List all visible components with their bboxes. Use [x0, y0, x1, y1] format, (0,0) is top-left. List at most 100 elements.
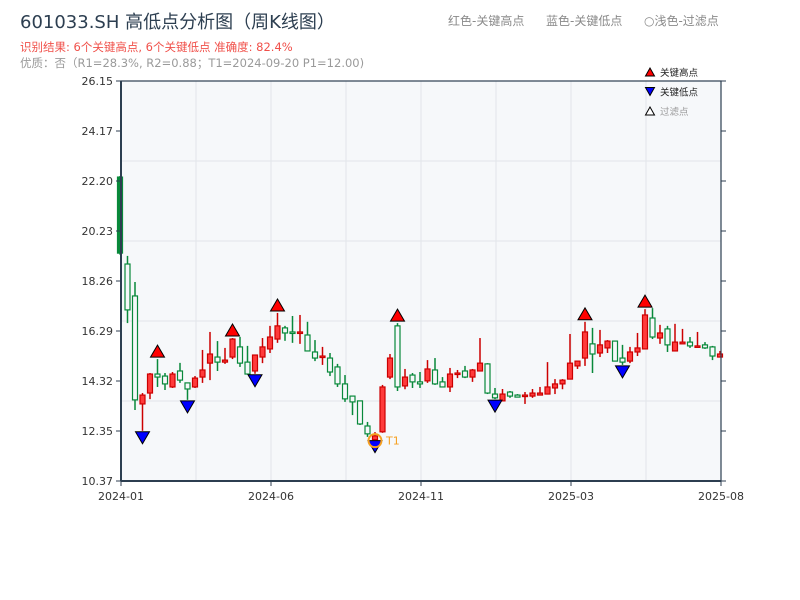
- candle-body-up: [379, 386, 386, 433]
- candle-body-up: [596, 344, 604, 354]
- key-high-marker: [637, 294, 653, 308]
- candle-body-down: [416, 381, 424, 385]
- candle-body-down: [289, 331, 296, 335]
- quality-summary: 优质：否（R1=28.3%, R2=0.88；T1=2024-09-20 P1=…: [20, 56, 365, 70]
- candle-body-up: [206, 353, 214, 364]
- candle-body-up: [641, 314, 649, 350]
- legend-marker-0: [644, 66, 656, 77]
- candle-body-up: [274, 325, 281, 340]
- legend-marker-2: [644, 105, 656, 116]
- candle-body-down: [161, 375, 169, 385]
- candle-body-down: [244, 361, 251, 375]
- grid: [121, 81, 721, 481]
- candle-body-down: [326, 357, 334, 373]
- candle-body-up: [259, 346, 266, 358]
- candle-body-down: [619, 357, 626, 363]
- candle-body-up: [296, 331, 304, 335]
- legend-label: 过滤点: [660, 106, 689, 118]
- candle-body-down: [334, 366, 341, 385]
- x-tick-label: 2024-11: [398, 490, 444, 503]
- ticks: 26.15 24.17 22.20 20.23 18.26 16.29 14.32 12.35…: [82, 75, 744, 503]
- candle-body-up: [139, 394, 146, 405]
- candle-body-down: [514, 394, 521, 398]
- candle-body-up: [566, 362, 574, 380]
- candle-body-up: [656, 332, 664, 339]
- candle-body-up: [266, 336, 274, 350]
- candle-body-down: [281, 327, 289, 334]
- candle-body-down: [409, 374, 416, 383]
- candle-body-up: [581, 331, 589, 359]
- candle-body-down: [349, 395, 356, 403]
- candle-body-up: [401, 376, 409, 387]
- candle-body-down: [304, 334, 311, 352]
- markers: T1: [134, 294, 653, 454]
- legend-light-note: ○浅色-过滤点: [644, 14, 719, 28]
- y-tick-label: 18.26: [82, 275, 114, 288]
- candle-body-up: [499, 393, 506, 402]
- candle-body-down: [364, 425, 371, 435]
- candle-body-up: [716, 353, 724, 358]
- candle-body-up: [476, 362, 484, 372]
- y-tick-label: 24.17: [82, 125, 114, 138]
- candle-body-down: [154, 373, 161, 378]
- key-low-marker: [487, 399, 503, 414]
- legend-label: 关键低点: [660, 87, 699, 99]
- candle-body-up: [559, 379, 566, 385]
- candle-body-down: [131, 295, 139, 401]
- candle-body-down: [439, 381, 446, 388]
- t1-label: T1: [385, 435, 400, 448]
- y-tick-label: 22.20: [82, 175, 114, 188]
- candle-body-up: [574, 360, 581, 367]
- key-low-marker: [179, 400, 196, 414]
- candle-body-down: [461, 370, 469, 378]
- candle-body-down: [356, 400, 364, 425]
- x-tick-label: 2025-03: [548, 490, 594, 503]
- candle-body-up: [529, 392, 536, 397]
- result-summary: 识别结果: 6个关键高点, 6个关键低点 准确度: 82.4%: [20, 40, 293, 54]
- candle-body-up: [371, 435, 379, 441]
- candle-body-up: [424, 368, 431, 382]
- legend-marker-1: [644, 87, 656, 97]
- candle-body-down: [686, 341, 694, 347]
- candle-body-up: [191, 377, 199, 388]
- y-tick-label: 10.37: [82, 475, 114, 488]
- candle-body-up: [634, 347, 641, 353]
- t1-circle-marker: [367, 433, 383, 449]
- candle-body-down: [611, 340, 619, 362]
- candle-body-down: [484, 363, 491, 394]
- legend-red-note: 红色-关键高点: [448, 14, 525, 28]
- candle-body-up: [679, 341, 686, 345]
- candle-body-down: [124, 263, 131, 311]
- y-tick-label: 12.35: [82, 425, 114, 438]
- candle-body-up: [604, 340, 611, 349]
- key-high-marker: [224, 323, 241, 337]
- key-low-marker: [614, 365, 631, 379]
- key-low-marker: [134, 431, 151, 445]
- candle-body-up: [319, 355, 326, 359]
- key-high-marker: [149, 344, 166, 358]
- key-high-marker: [269, 297, 286, 312]
- x-tick-label: 2025-08: [698, 490, 744, 503]
- candle-body-down: [491, 393, 499, 399]
- candle-body-down: [701, 344, 709, 349]
- candle-body-up: [229, 338, 236, 358]
- candle-body-down: [431, 369, 439, 385]
- candle-body-down: [649, 317, 656, 338]
- candle-body-down: [184, 382, 191, 390]
- x-tick-label: 2024-06: [248, 490, 294, 503]
- candle-body-up: [544, 386, 551, 395]
- y-tick-label: 14.32: [82, 375, 114, 388]
- y-tick-label: 20.23: [82, 225, 114, 238]
- candle-body-down: [311, 351, 319, 359]
- candle-body-up: [671, 341, 679, 352]
- candle-body-up: [386, 357, 394, 378]
- candle-body-down: [394, 325, 401, 388]
- legend-label: 关键高点: [660, 67, 699, 79]
- candle-body-up: [551, 383, 559, 389]
- candle-body-down: [176, 370, 184, 381]
- candle-body-up: [199, 369, 206, 378]
- candle-body-up: [469, 369, 476, 378]
- y-tick-label: 26.15: [82, 75, 114, 88]
